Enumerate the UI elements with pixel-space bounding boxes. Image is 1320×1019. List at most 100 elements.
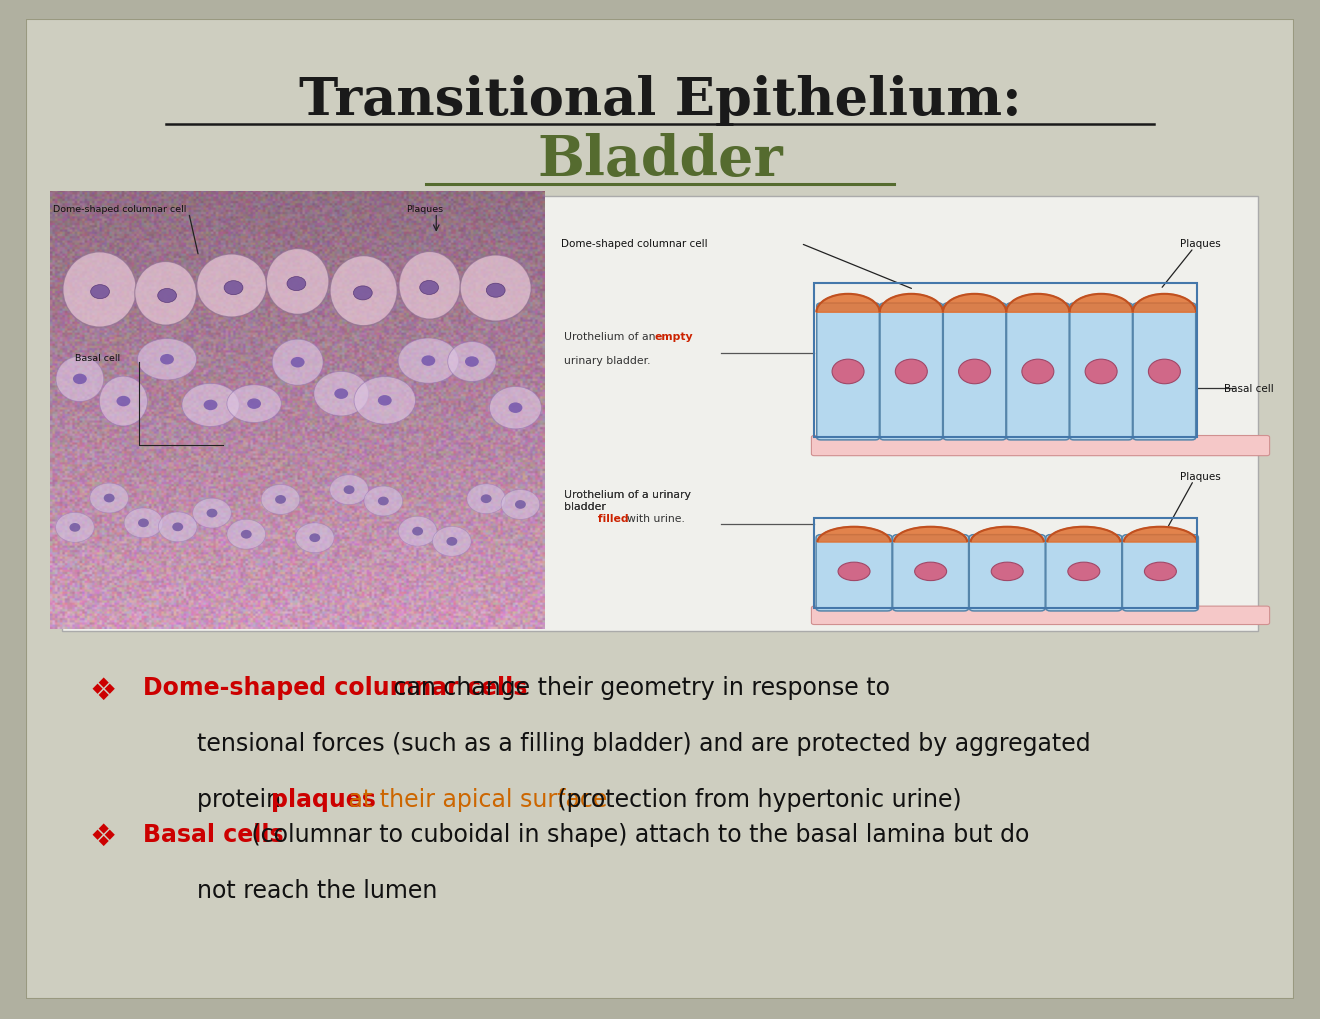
Ellipse shape [399,338,458,384]
Ellipse shape [173,523,183,532]
FancyBboxPatch shape [1007,304,1069,440]
Ellipse shape [420,281,438,296]
Ellipse shape [378,497,389,505]
Polygon shape [816,294,879,313]
Ellipse shape [314,372,368,417]
Ellipse shape [399,517,437,546]
Ellipse shape [832,360,865,384]
Polygon shape [1123,527,1197,542]
FancyBboxPatch shape [1045,535,1122,611]
Ellipse shape [124,508,162,538]
Ellipse shape [63,253,136,328]
Ellipse shape [290,358,305,368]
Ellipse shape [91,285,110,300]
Ellipse shape [399,252,461,320]
Ellipse shape [508,404,523,414]
Ellipse shape [286,277,306,291]
Ellipse shape [480,495,491,503]
Text: ❖: ❖ [90,822,117,852]
Text: protein: protein [198,788,289,811]
Text: Basal cell: Basal cell [1224,384,1274,393]
FancyBboxPatch shape [816,535,892,611]
Ellipse shape [1144,562,1176,581]
Ellipse shape [182,384,239,427]
Text: Urothelium of an: Urothelium of an [565,332,659,341]
Ellipse shape [224,281,243,296]
Text: Bladder: Bladder [537,132,783,187]
Ellipse shape [330,475,368,505]
FancyBboxPatch shape [944,304,1006,440]
Ellipse shape [354,286,372,301]
Ellipse shape [203,400,218,411]
Polygon shape [1006,294,1069,313]
Ellipse shape [343,486,355,494]
Polygon shape [879,294,942,313]
Text: Basal cells: Basal cells [143,822,284,847]
FancyBboxPatch shape [812,436,1270,457]
Ellipse shape [461,256,531,322]
Ellipse shape [895,360,928,384]
Text: ❖: ❖ [90,676,117,705]
Ellipse shape [421,356,436,367]
Ellipse shape [958,360,990,384]
Text: (columnar to cuboidal in shape) attach to the basal lamina but do: (columnar to cuboidal in shape) attach t… [244,822,1030,847]
Ellipse shape [99,377,148,427]
Ellipse shape [915,562,946,581]
Ellipse shape [275,495,286,504]
Text: Dome-shaped columnar cell: Dome-shaped columnar cell [53,205,186,214]
Text: at their apical surface: at their apical surface [341,788,607,811]
FancyBboxPatch shape [26,20,1294,999]
Ellipse shape [465,357,479,368]
Ellipse shape [433,527,471,556]
Ellipse shape [247,399,261,410]
Polygon shape [1069,294,1133,313]
Text: filled: filled [565,514,628,524]
Ellipse shape [267,250,329,315]
Text: plaques: plaques [271,788,376,811]
FancyBboxPatch shape [880,304,942,440]
Ellipse shape [1085,360,1117,384]
Ellipse shape [1022,360,1053,384]
Ellipse shape [364,487,403,517]
FancyBboxPatch shape [1069,304,1133,440]
Text: Plaques: Plaques [407,205,444,214]
Ellipse shape [446,537,457,546]
Point [417,178,433,191]
Ellipse shape [139,519,149,528]
Ellipse shape [227,385,281,423]
Ellipse shape [515,500,525,510]
Ellipse shape [90,484,128,514]
Text: (protection from hypertonic urine): (protection from hypertonic urine) [549,788,961,811]
Ellipse shape [502,490,540,520]
Ellipse shape [157,289,177,304]
Text: tensional forces (such as a filling bladder) and are protected by aggregated: tensional forces (such as a filling blad… [198,732,1092,755]
Ellipse shape [104,494,115,503]
Text: can change their geometry in response to: can change their geometry in response to [387,676,890,700]
Ellipse shape [73,374,87,385]
Ellipse shape [296,524,334,553]
Ellipse shape [412,527,422,536]
Polygon shape [1133,294,1196,313]
Polygon shape [1047,527,1121,542]
Ellipse shape [261,485,300,515]
Ellipse shape [116,396,131,407]
Text: Urothelium of a urinary
bladder: Urothelium of a urinary bladder [565,489,692,512]
FancyBboxPatch shape [969,535,1045,611]
Ellipse shape [447,342,496,382]
Text: empty: empty [655,332,693,341]
Ellipse shape [70,524,81,532]
Ellipse shape [309,534,321,542]
FancyBboxPatch shape [812,606,1270,625]
Point [158,119,174,131]
Polygon shape [970,527,1044,542]
Ellipse shape [272,340,323,386]
Ellipse shape [1148,360,1180,384]
Text: with urine.: with urine. [565,514,685,524]
Polygon shape [894,527,968,542]
Ellipse shape [330,257,397,326]
Text: Basal cell: Basal cell [75,354,120,363]
Ellipse shape [55,357,104,403]
Text: urinary bladder.: urinary bladder. [565,356,651,366]
Ellipse shape [490,387,541,429]
Ellipse shape [467,484,506,515]
